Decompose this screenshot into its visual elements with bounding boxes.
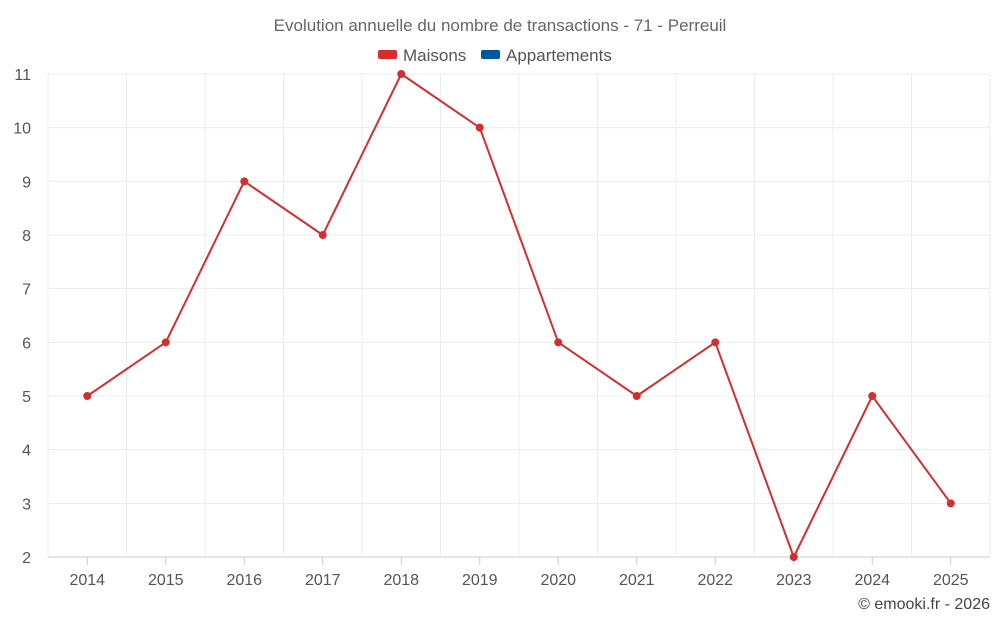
y-tick-label: 10 (13, 121, 31, 138)
series-maisons (83, 70, 955, 561)
x-tick-label: 2015 (148, 572, 184, 589)
y-tick-label: 6 (22, 335, 31, 352)
x-tick-label: 2016 (226, 572, 262, 589)
data-point-maisons[interactable] (554, 338, 563, 347)
x-tick-label: 2024 (854, 572, 890, 589)
x-tick-label: 2021 (619, 572, 655, 589)
legend: Maisons Appartements (378, 46, 612, 65)
x-tick-label: 2025 (933, 572, 969, 589)
data-point-maisons[interactable] (161, 338, 170, 347)
data-point-maisons[interactable] (711, 338, 720, 347)
data-point-maisons[interactable] (83, 392, 92, 400)
data-point-maisons[interactable] (946, 499, 955, 508)
data-point-maisons[interactable] (475, 123, 484, 132)
chart-title: Evolution annuelle du nombre de transact… (274, 16, 727, 35)
data-point-maisons[interactable] (318, 231, 327, 239)
x-tick-label: 2023 (776, 572, 812, 589)
data-point-maisons[interactable] (868, 392, 877, 400)
legend-swatch-appartements (481, 50, 500, 59)
x-tick-label: 2017 (305, 572, 341, 589)
x-tick-label: 2018 (383, 572, 419, 589)
x-tick-label: 2019 (462, 572, 498, 589)
x-tick-label: 2022 (697, 572, 733, 589)
x-tick-label: 2020 (540, 572, 576, 589)
legend-swatch-maisons (378, 50, 397, 59)
series-line-maisons (86, 73, 952, 558)
data-point-maisons[interactable] (397, 70, 406, 78)
y-tick-label: 2 (22, 550, 31, 567)
data-point-maisons[interactable] (789, 553, 798, 561)
credit-text: © emooki.fr - 2026 (858, 596, 990, 613)
x-tick-label: 2014 (69, 572, 105, 589)
grid (47, 73, 991, 558)
data-point-maisons[interactable] (632, 392, 641, 400)
y-tick-label: 11 (14, 67, 31, 84)
y-tick-label: 9 (22, 174, 31, 191)
data-point-maisons[interactable] (240, 177, 249, 186)
y-tick-label: 5 (22, 389, 31, 406)
axes: 2 3 4 5 6 7 8 9 10 11 2014 2015 2016 2017 2018 2019 2020… (13, 67, 968, 589)
legend-label-maisons[interactable]: Maisons (403, 46, 466, 65)
legend-label-appartements[interactable]: Appartements (506, 46, 612, 65)
y-tick-label: 3 (22, 496, 31, 513)
y-tick-label: 7 (22, 282, 31, 299)
y-tick-label: 8 (22, 228, 31, 245)
y-tick-label: 4 (22, 443, 31, 460)
